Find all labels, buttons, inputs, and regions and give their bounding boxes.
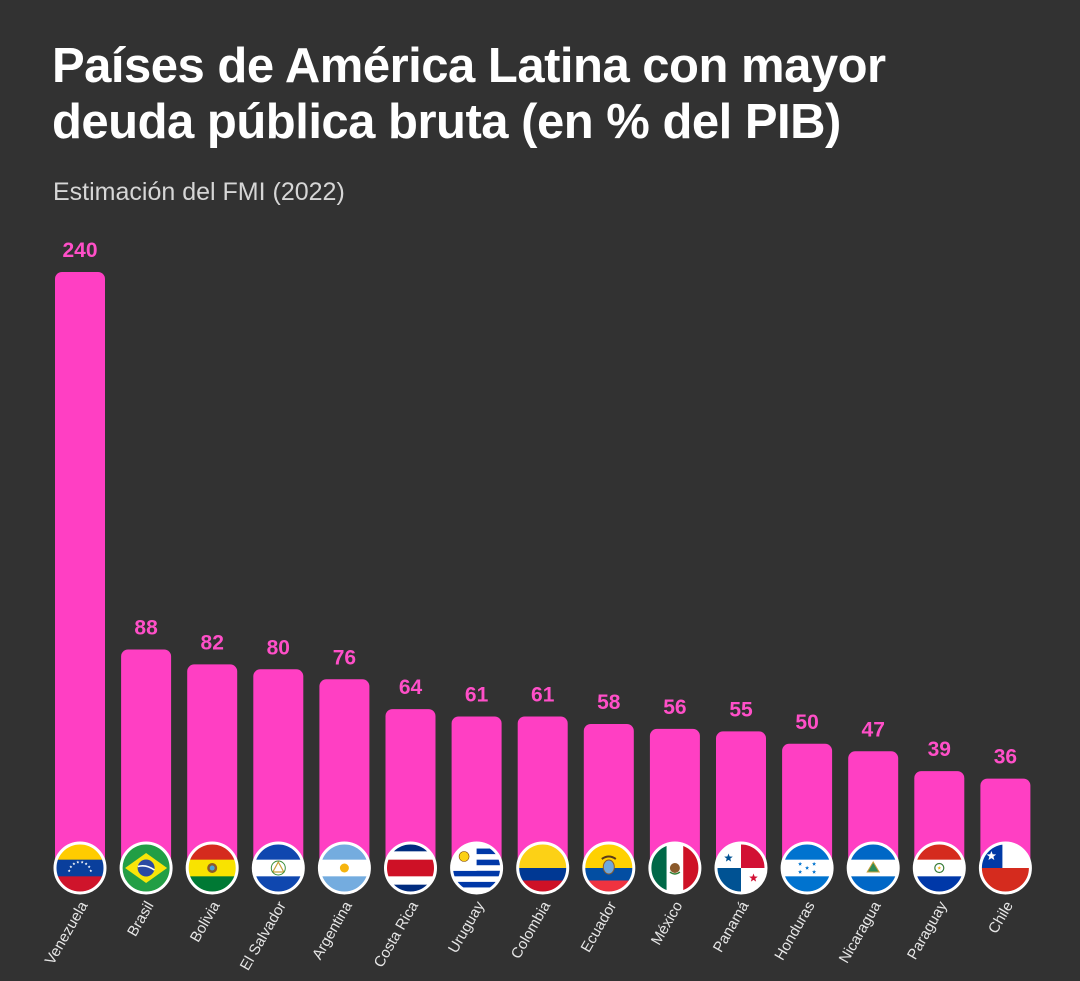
bar-honduras xyxy=(782,743,833,868)
bar-uruguay xyxy=(451,716,502,868)
bolivia-flag-icon xyxy=(185,841,239,895)
category-label: Argentina xyxy=(309,898,356,963)
category-label: Brasil xyxy=(124,899,157,940)
category-label: Colombia xyxy=(508,898,555,962)
mexico-flag-icon xyxy=(648,841,702,895)
value-label: 240 xyxy=(62,239,97,262)
category-label: Paraguay xyxy=(904,898,951,963)
value-label: 55 xyxy=(729,698,753,721)
ecuador-flag-icon xyxy=(582,841,636,895)
value-label: 50 xyxy=(795,711,818,734)
value-label: 76 xyxy=(333,646,356,669)
bar-ecuador xyxy=(583,724,634,868)
chart-subtitle: Estimación del FMI (2022) xyxy=(53,178,345,206)
paraguay-flag-icon xyxy=(912,841,966,895)
bar-costa-rica xyxy=(385,709,436,868)
bar-paraguay xyxy=(914,771,965,868)
category-label: Costa Rica xyxy=(371,898,423,971)
value-label: 47 xyxy=(862,718,885,741)
category-label: Ecuador xyxy=(578,899,621,956)
bar-bolivia xyxy=(187,664,238,868)
chart-title-line-1: Países de América Latina con mayor xyxy=(52,39,886,93)
value-label: 56 xyxy=(663,696,686,719)
bar-venezuela xyxy=(55,272,105,868)
chart-title: Países de América Latina con mayor deuda… xyxy=(52,38,1052,150)
value-label: 64 xyxy=(399,676,423,699)
nicaragua-flag-icon xyxy=(846,841,900,895)
chile-flag-icon xyxy=(978,841,1032,895)
colombia-flag-icon xyxy=(516,841,570,895)
value-label: 88 xyxy=(134,617,158,640)
category-label: Panamá xyxy=(710,898,753,955)
category-label: Honduras xyxy=(771,899,818,964)
brazil-flag-icon xyxy=(119,841,173,895)
bar-nicaragua xyxy=(848,751,899,868)
bar-argentina xyxy=(319,679,370,868)
category-label: Nicaragua xyxy=(836,898,885,966)
bar-méxico xyxy=(649,728,700,868)
value-label: 80 xyxy=(267,636,290,659)
argentina-flag-icon xyxy=(317,841,371,895)
category-label: Uruguay xyxy=(445,898,488,956)
panama-flag-icon xyxy=(714,841,768,895)
bar-brasil xyxy=(121,649,172,868)
bar-panamá xyxy=(716,731,766,868)
category-label: El Salvador xyxy=(237,899,290,974)
uruguay-flag-icon xyxy=(450,841,504,895)
category-label: México xyxy=(648,899,686,949)
category-label: Venezuela xyxy=(42,898,92,968)
category-label: Bolivia xyxy=(187,898,224,945)
value-label: 61 xyxy=(465,684,489,707)
value-label: 36 xyxy=(994,746,1017,769)
value-label: 39 xyxy=(928,738,951,761)
bar-el-salvador xyxy=(253,669,304,868)
chart-title-line-2: deuda pública bruta (en % del PIB) xyxy=(52,95,841,149)
value-label: 82 xyxy=(201,631,224,654)
costa-rica-flag-icon xyxy=(384,841,437,895)
venezuela-flag-icon xyxy=(53,841,107,895)
value-label: 61 xyxy=(531,684,555,707)
bar-colombia xyxy=(517,716,568,868)
category-label: Chile xyxy=(985,899,1017,937)
value-label: 58 xyxy=(597,691,621,714)
el-salvador-flag-icon xyxy=(251,841,305,895)
honduras-flag-icon xyxy=(780,841,834,895)
